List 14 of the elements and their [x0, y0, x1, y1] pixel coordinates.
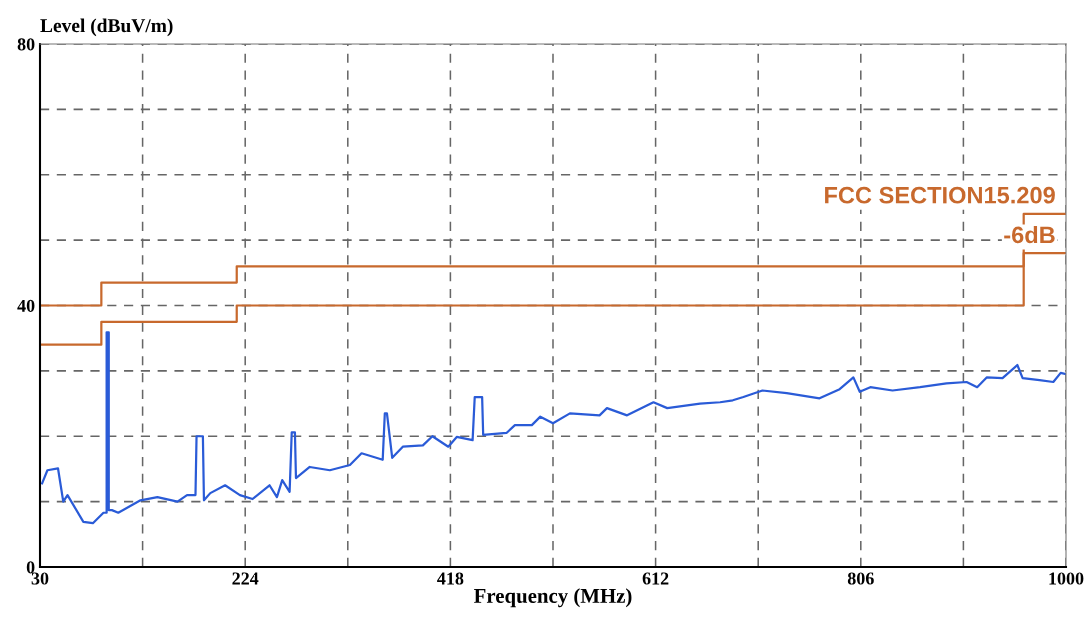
x-tick-label: 806	[847, 572, 874, 585]
line-series	[41, 331, 1066, 525]
annotation: -6dB	[1004, 225, 1055, 244]
x-tick-label: 418	[437, 572, 464, 585]
y-tick-label: 40	[17, 299, 35, 312]
x-axis-title: Frequency (MHz)	[473, 588, 632, 608]
x-tick-label: 30	[31, 572, 49, 585]
x-tick-label: 1000	[1049, 572, 1084, 585]
y-axis-title: Level (dBuV/m)	[40, 18, 173, 37]
x-tick-label: 224	[232, 572, 259, 585]
annotation: FCC SECTION15.209	[825, 186, 1055, 204]
y-tick-label: 80	[17, 38, 35, 51]
y-tick-label: 0	[26, 561, 35, 574]
x-tick-label: 612	[642, 572, 669, 585]
